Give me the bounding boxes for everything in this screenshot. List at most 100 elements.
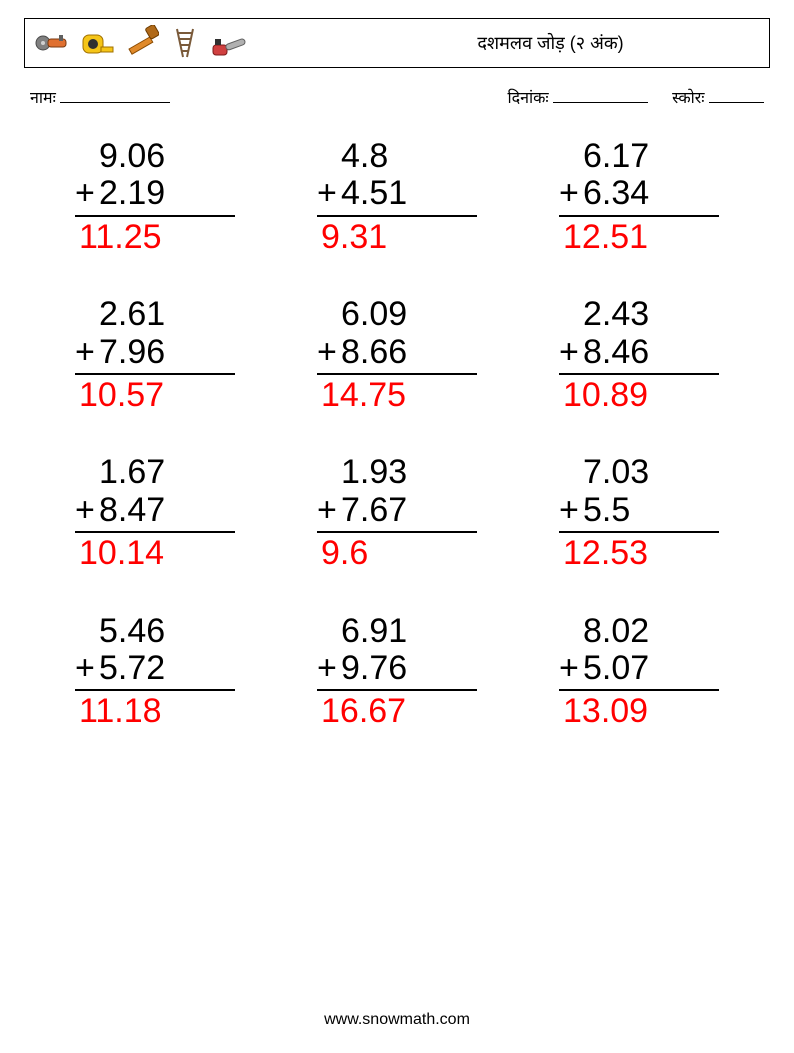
operator: + [75, 175, 99, 212]
problem: 2.61+7.9610.57 [75, 296, 235, 414]
rule-line [317, 215, 477, 217]
meta-row: नामः दिनांकः स्कोरः [24, 86, 770, 108]
operator: + [317, 492, 341, 529]
operator: + [559, 492, 583, 529]
answer: 10.89 [559, 377, 719, 414]
operand-b: 5.07 [583, 650, 719, 687]
problem: 6.09+8.66 14.75 [317, 296, 477, 414]
blank-op [75, 138, 99, 175]
header-box: दशमलव जोड़ (२ अंक) [24, 18, 770, 68]
operand-a: 8.02 [583, 613, 719, 650]
rule-line [75, 531, 235, 533]
operand-a: 6.17 [583, 138, 719, 175]
name-blank [60, 89, 170, 103]
chainsaw-icon [211, 25, 247, 61]
operand-a: 2.43 [583, 296, 719, 333]
problem: 8.02+5.07 13.09 [559, 613, 719, 731]
rule-line [559, 215, 719, 217]
answer: 13.09 [559, 693, 719, 730]
operand-a: 7.03 [583, 454, 719, 491]
tape-measure-icon [79, 25, 115, 61]
score-label: स्कोरः [672, 90, 704, 107]
answer: 16.67 [317, 693, 477, 730]
operator: + [75, 492, 99, 529]
rule-line [75, 373, 235, 375]
operator: + [75, 334, 99, 371]
operand-a: 4.8 [341, 138, 477, 175]
header-icons [35, 25, 247, 61]
rule-line [317, 689, 477, 691]
operand-b: 6.34 [583, 175, 719, 212]
worksheet-title: दशमलव जोड़ (२ अंक) [467, 31, 634, 55]
operator: + [559, 334, 583, 371]
problem: 6.91+9.76 16.67 [317, 613, 477, 731]
operand-b: 8.66 [341, 334, 477, 371]
problem: 4.8+4.51 9.31 [317, 138, 477, 256]
rule-line [75, 215, 235, 217]
problems-grid: 9.06+2.1911.254.8+4.519.316.17+6.3412.51… [24, 138, 770, 731]
operator: + [317, 650, 341, 687]
rule-line [317, 373, 477, 375]
blank-op [317, 138, 341, 175]
blank-op [75, 454, 99, 491]
operator: + [75, 650, 99, 687]
operator: + [317, 175, 341, 212]
answer: 10.14 [75, 535, 235, 572]
score-blank [709, 89, 764, 103]
operand-a: 5.46 [99, 613, 235, 650]
operand-b: 9.76 [341, 650, 477, 687]
score-field: स्कोरः [672, 86, 764, 108]
name-label: नामः [30, 90, 56, 107]
operand-a: 9.06 [99, 138, 235, 175]
answer: 9.31 [317, 219, 477, 256]
operator: + [559, 650, 583, 687]
operand-b: 5.5 [583, 492, 719, 529]
operator: + [317, 334, 341, 371]
operand-a: 6.91 [341, 613, 477, 650]
blank-op [559, 613, 583, 650]
blank-op [317, 613, 341, 650]
answer: 11.18 [75, 693, 235, 730]
grinder-icon [35, 25, 71, 61]
operand-b: 8.46 [583, 334, 719, 371]
problem: 5.46+5.72 11.18 [75, 613, 235, 731]
answer: 12.51 [559, 219, 719, 256]
rule-line [317, 531, 477, 533]
operand-b: 7.67 [341, 492, 477, 529]
blank-op [75, 613, 99, 650]
blank-op [559, 138, 583, 175]
problem: 9.06+2.19 11.25 [75, 138, 235, 256]
worksheet-page: दशमलव जोड़ (२ अंक) नामः दिनांकः स्कोरः 9… [0, 0, 794, 1053]
answer: 9.6 [317, 535, 477, 572]
date-blank [553, 89, 648, 103]
problem: 2.43+8.46 10.89 [559, 296, 719, 414]
operand-a: 6.09 [341, 296, 477, 333]
date-label: दिनांकः [507, 90, 548, 107]
problem: 1.67+8.47 10.14 [75, 454, 235, 572]
pipe-wrench-icon [123, 25, 159, 61]
problem: 7.03+5.5 12.53 [559, 454, 719, 572]
blank-op [559, 454, 583, 491]
operand-a: 1.67 [99, 454, 235, 491]
operator: + [559, 175, 583, 212]
operand-b: 5.72 [99, 650, 235, 687]
rule-line [75, 689, 235, 691]
problem: 1.93+7.67 9.6 [317, 454, 477, 572]
blank-op [317, 454, 341, 491]
operand-b: 2.19 [99, 175, 235, 212]
answer: 14.75 [317, 377, 477, 414]
operand-b: 4.51 [341, 175, 477, 212]
name-field: नामः [30, 86, 507, 108]
operand-a: 2.61 [99, 296, 235, 333]
blank-op [559, 296, 583, 333]
blank-op [317, 296, 341, 333]
rule-line [559, 373, 719, 375]
ladder-icon [167, 25, 203, 61]
operand-b: 8.47 [99, 492, 235, 529]
blank-op [75, 296, 99, 333]
answer: 11.25 [75, 219, 235, 256]
footer-url: www.snowmath.com [0, 1011, 794, 1029]
answer: 12.53 [559, 535, 719, 572]
date-field: दिनांकः [507, 86, 648, 108]
operand-a: 1.93 [341, 454, 477, 491]
